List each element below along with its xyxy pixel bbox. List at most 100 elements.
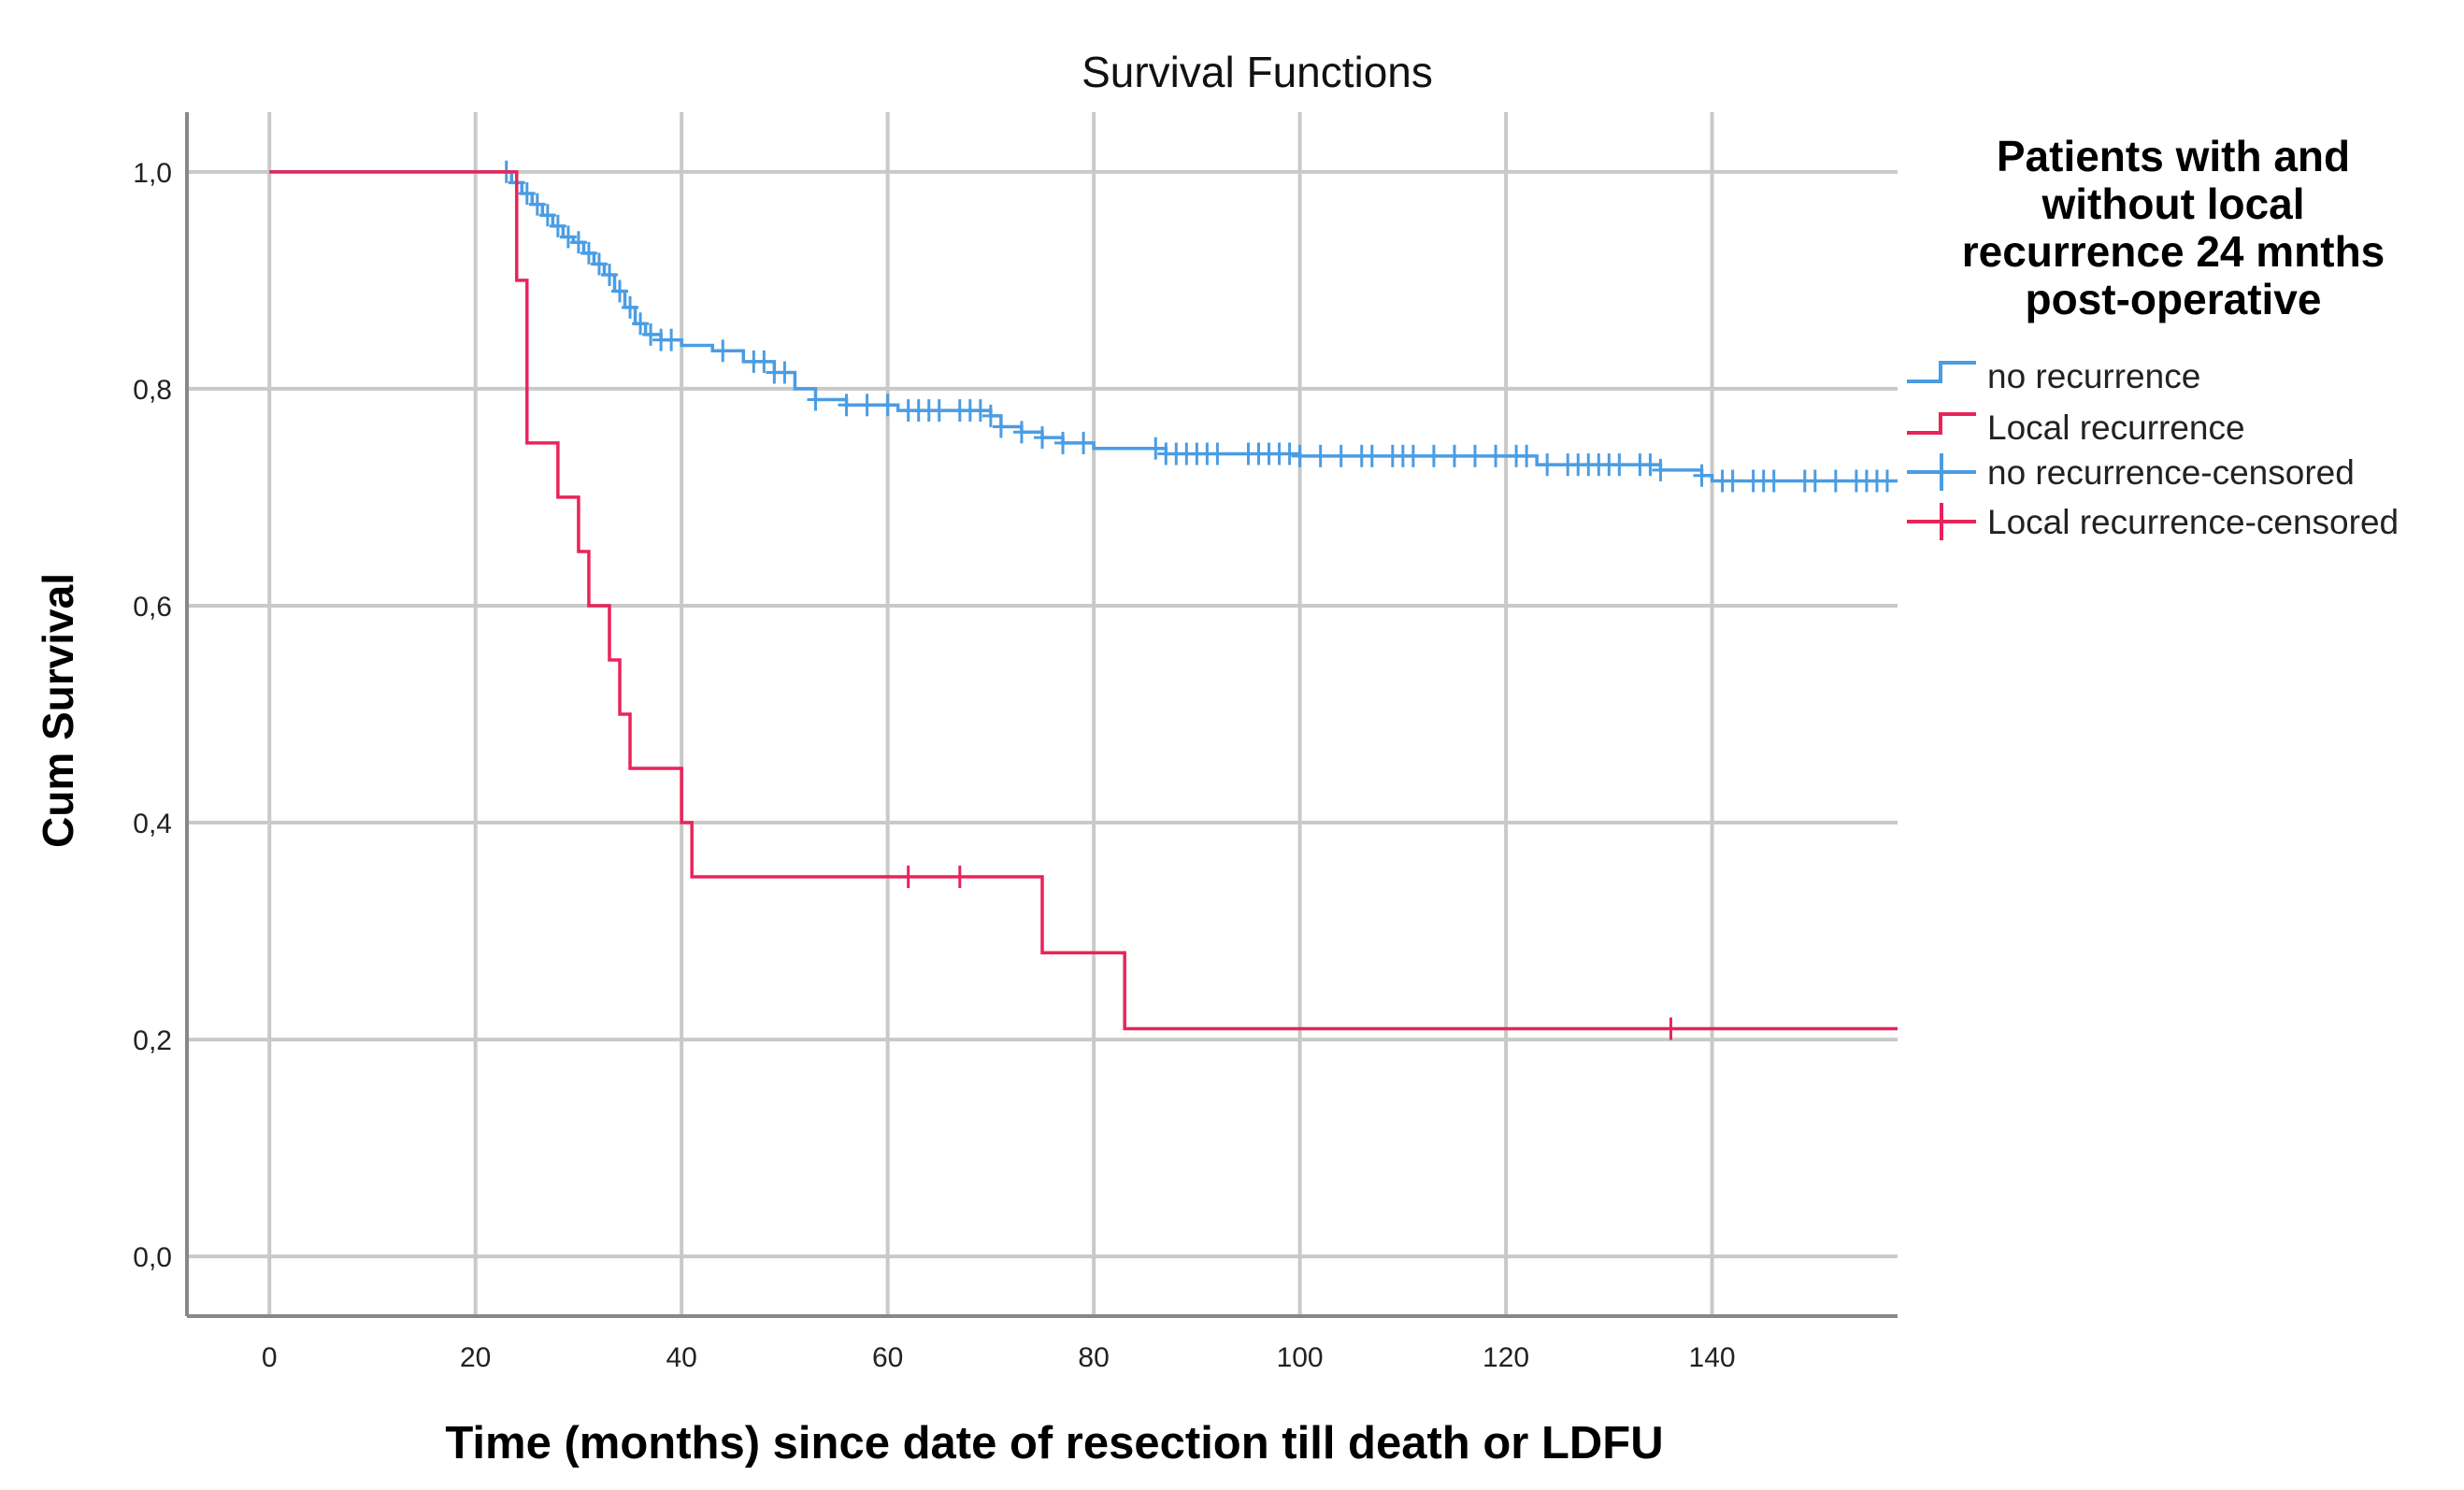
x-tick-labels: 0 20 40 60 80 100 120 140 xyxy=(262,1342,1736,1373)
censor-mark xyxy=(1518,444,1536,467)
censor-mark xyxy=(951,866,968,889)
legend-censor-symbol xyxy=(1907,503,1976,540)
x-axis-label: Time (months) since date of resection ti… xyxy=(445,1418,1663,1469)
vertical-gridlines xyxy=(267,112,1714,1316)
legend-label: Local recurrence-censored xyxy=(1987,503,2399,541)
censor-mark xyxy=(600,264,618,287)
censor-mark xyxy=(1012,421,1030,444)
legend-item-no-recurrence: no recurrence xyxy=(1907,357,2200,395)
censor-mark xyxy=(1332,444,1350,467)
censor-mark xyxy=(1147,437,1165,460)
censor-mark xyxy=(528,193,546,216)
legend-label: no recurrence-censored xyxy=(1987,453,2355,492)
legend-item-local-recurrence: Local recurrence xyxy=(1907,408,2245,447)
censor-mark xyxy=(590,252,608,276)
censor-mark xyxy=(1806,469,1824,493)
x-tick-label: 20 xyxy=(460,1342,491,1373)
legend-censor-symbol xyxy=(1907,453,1976,491)
legend-title: Patients with and without local recurren… xyxy=(1962,132,2385,323)
censor-mark xyxy=(518,182,536,206)
censor-mark xyxy=(879,394,896,417)
censor-mark xyxy=(1641,453,1659,477)
censor-mark xyxy=(1363,444,1381,467)
censor-mark xyxy=(1054,431,1072,454)
censor-mark xyxy=(1662,1017,1680,1040)
legend-step-symbol xyxy=(1907,412,1976,435)
y-tick-label: 1,0 xyxy=(133,158,172,189)
censor-mark xyxy=(858,394,876,417)
x-tick-label: 100 xyxy=(1277,1342,1324,1373)
censor-mark xyxy=(1539,453,1556,477)
x-tick-label: 40 xyxy=(666,1342,696,1373)
censor-mark xyxy=(632,312,650,336)
censor-mark xyxy=(622,295,639,319)
x-tick-label: 120 xyxy=(1483,1342,1529,1373)
censor-mark xyxy=(1404,444,1422,467)
censor-mark xyxy=(1693,464,1711,487)
censor-mark xyxy=(1291,444,1309,467)
censor-mark xyxy=(1487,444,1505,467)
plot-frame xyxy=(185,112,1898,1318)
censor-mark xyxy=(1827,469,1844,493)
x-tick-label: 0 xyxy=(262,1342,278,1373)
censor-mark xyxy=(1425,444,1442,467)
y-axis-label: Cum Survival xyxy=(34,573,82,848)
legend-item-local-recurrence-censored: Local recurrence-censored xyxy=(1907,503,2399,541)
censor-mark xyxy=(559,225,577,249)
censor-mark xyxy=(1765,469,1783,493)
legend-title-line: Patients with and xyxy=(1997,132,2350,180)
censor-mark xyxy=(1209,442,1226,466)
legend-label: no recurrence xyxy=(1987,357,2200,395)
censor-mark xyxy=(981,404,999,427)
legend-step-symbol xyxy=(1907,361,1976,383)
censor-mark xyxy=(549,214,566,237)
censor-mark xyxy=(663,328,680,351)
censor-mark xyxy=(1467,444,1484,467)
censor-mark xyxy=(1611,453,1628,477)
legend-item-no-recurrence-censored: no recurrence-censored xyxy=(1907,453,2355,492)
legend: Patients with and without local recurren… xyxy=(1907,132,2399,541)
legend-title-line: without local xyxy=(2041,179,2304,228)
series-layer xyxy=(269,160,1898,1040)
censor-mark xyxy=(776,361,794,384)
legend-label: Local recurrence xyxy=(1987,408,2245,447)
censor-mark xyxy=(569,231,587,254)
censor-mark xyxy=(807,388,824,411)
censor-mark xyxy=(930,399,948,423)
censor-mark xyxy=(642,322,660,346)
censor-mark xyxy=(992,415,1010,438)
censor-mark xyxy=(1878,469,1896,493)
x-tick-label: 60 xyxy=(872,1342,903,1373)
series-local-recurrence xyxy=(269,170,1898,1040)
legend-title-line: post-operative xyxy=(2026,275,2322,323)
censor-mark xyxy=(1281,442,1298,466)
legend-title-line: recurrence 24 mnths xyxy=(1962,227,2385,276)
censor-mark xyxy=(1724,469,1741,493)
x-tick-label: 140 xyxy=(1689,1342,1736,1373)
censor-mark xyxy=(755,350,773,373)
censor-mark xyxy=(1311,444,1329,467)
censor-mark xyxy=(899,866,917,889)
chart-title: Survival Functions xyxy=(1082,48,1433,96)
censor-mark xyxy=(1445,444,1463,467)
censor-mark xyxy=(611,279,629,303)
censor-mark xyxy=(714,339,732,363)
censor-mark xyxy=(1034,426,1051,450)
y-tick-label: 0,6 xyxy=(133,592,172,623)
x-tick-label: 80 xyxy=(1078,1342,1109,1373)
series-no-recurrence xyxy=(269,160,1898,493)
censor-mark xyxy=(838,394,855,417)
y-tick-label: 0,0 xyxy=(133,1242,172,1273)
y-tick-label: 0,2 xyxy=(133,1025,172,1056)
horizontal-gridlines xyxy=(187,169,1898,1259)
censor-mark xyxy=(538,204,556,227)
y-tick-labels: 0,0 0,2 0,4 0,6 0,8 1,0 xyxy=(133,158,172,1273)
censor-mark xyxy=(971,399,989,423)
censor-mark xyxy=(580,241,597,265)
y-tick-label: 0,8 xyxy=(133,375,172,406)
y-tick-label: 0,4 xyxy=(133,809,172,839)
censor-mark xyxy=(1652,458,1669,481)
censor-mark xyxy=(1075,431,1093,454)
survival-curve xyxy=(269,170,1898,1031)
